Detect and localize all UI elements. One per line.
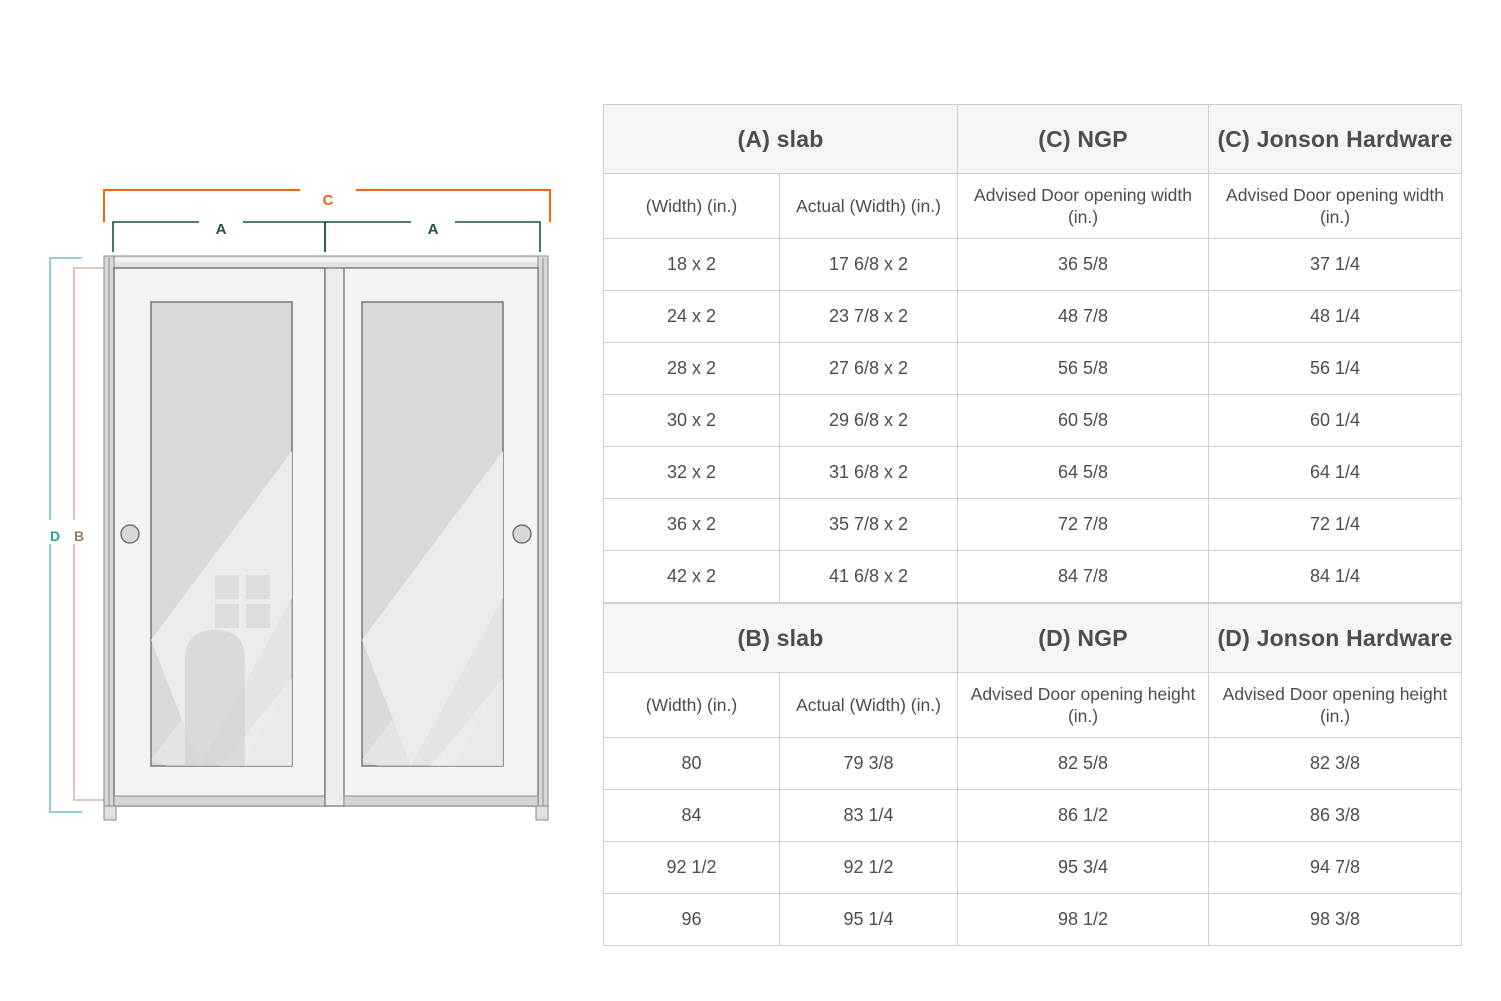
- subheader-width: (Width) (in.): [603, 173, 780, 239]
- subheader-advised-opening-height-jonson: Advised Door opening height (in.): [1208, 672, 1463, 738]
- subheader-actual-width: Actual (Width) (in.): [778, 672, 959, 738]
- table-row: 84 83 1/4 86 1/2 86 3/8: [603, 789, 1463, 842]
- dimension-label-d: D: [50, 528, 60, 544]
- cell-jonson-width: 37 1/4: [1208, 238, 1463, 291]
- cell-actual-width: 35 7/8 x 2: [778, 498, 959, 551]
- cell-width: 32 x 2: [603, 446, 780, 499]
- door-knob-left: [120, 524, 140, 544]
- cell-height: 80: [603, 737, 780, 790]
- cell-jonson-width: 56 1/4: [1208, 342, 1463, 395]
- dimension-label-c: C: [323, 192, 334, 209]
- cell-jonson-height: 82 3/8: [1208, 737, 1463, 790]
- cell-jonson-width: 84 1/4: [1208, 550, 1463, 603]
- cell-actual-height: 83 1/4: [778, 789, 959, 842]
- cell-height: 84: [603, 789, 780, 842]
- dimension-label-a-left: A: [216, 221, 227, 238]
- group-header-c-jonson-hardware: (C) Jonson Hardware: [1208, 104, 1463, 174]
- glass-highlight-right: [362, 450, 503, 766]
- cell-actual-width: 23 7/8 x 2: [778, 290, 959, 343]
- cell-ngp-width: 56 5/8: [957, 342, 1210, 395]
- subheader-advised-opening-height-ngp: Advised Door opening height (in.): [957, 672, 1210, 738]
- group-header-d-jonson-hardware: (D) Jonson Hardware: [1208, 603, 1463, 673]
- cell-height: 92 1/2: [603, 841, 780, 894]
- group-header-a-slab: (A) slab: [602, 104, 959, 174]
- cell-jonson-height: 98 3/8: [1208, 893, 1463, 946]
- dimension-bracket-a-right: [324, 215, 541, 252]
- dimension-bracket-c: [103, 183, 551, 222]
- dimension-bracket-b: [68, 267, 104, 801]
- cell-actual-height: 92 1/2: [778, 841, 959, 894]
- door-jamb-left: [103, 255, 115, 817]
- cell-jonson-height: 86 3/8: [1208, 789, 1463, 842]
- cell-width: 24 x 2: [603, 290, 780, 343]
- spec-tables-container: (A) slab (C) NGP (C) Jonson Hardware (Wi…: [602, 104, 1463, 946]
- dimension-label-b: B: [74, 528, 84, 544]
- cell-actual-width: 17 6/8 x 2: [778, 238, 959, 291]
- cell-ngp-height: 98 1/2: [957, 893, 1210, 946]
- cell-width: 36 x 2: [603, 498, 780, 551]
- cell-jonson-height: 94 7/8: [1208, 841, 1463, 894]
- table-row: 28 x 2 27 6/8 x 2 56 5/8 56 1/4: [603, 342, 1463, 395]
- cell-ngp-width: 60 5/8: [957, 394, 1210, 447]
- cell-actual-height: 79 3/8: [778, 737, 959, 790]
- table-row: 32 x 2 31 6/8 x 2 64 5/8 64 1/4: [603, 446, 1463, 499]
- subheader-advised-opening-width-jonson: Advised Door opening width (in.): [1208, 173, 1463, 239]
- width-table-subheader-row: (Width) (in.) Actual (Width) (in.) Advis…: [603, 173, 1463, 239]
- cell-jonson-width: 48 1/4: [1208, 290, 1463, 343]
- door-dimension-diagram: C A A D B: [43, 183, 551, 821]
- cell-width: 30 x 2: [603, 394, 780, 447]
- door-bottom-feet: [103, 805, 549, 821]
- cell-jonson-width: 72 1/4: [1208, 498, 1463, 551]
- table-row: 96 95 1/4 98 1/2 98 3/8: [603, 893, 1463, 946]
- table-row: 42 x 2 41 6/8 x 2 84 7/8 84 1/4: [603, 550, 1463, 603]
- table-row: 92 1/2 92 1/2 95 3/4 94 7/8: [603, 841, 1463, 894]
- cell-ngp-width: 72 7/8: [957, 498, 1210, 551]
- table-row: 30 x 2 29 6/8 x 2 60 5/8 60 1/4: [603, 394, 1463, 447]
- door-knob-right: [512, 524, 532, 544]
- width-spec-table: (A) slab (C) NGP (C) Jonson Hardware (Wi…: [602, 104, 1463, 603]
- cell-ngp-height: 82 5/8: [957, 737, 1210, 790]
- table-row: 24 x 2 23 7/8 x 2 48 7/8 48 1/4: [603, 290, 1463, 343]
- dimension-label-a-right: A: [428, 221, 439, 238]
- height-table-group-header-row: (B) slab (D) NGP (D) Jonson Hardware: [602, 603, 1463, 673]
- glass-highlight-left: [151, 450, 292, 766]
- group-header-c-ngp: (C) NGP: [957, 104, 1210, 174]
- door-panel-left: [113, 267, 326, 807]
- cell-actual-width: 27 6/8 x 2: [778, 342, 959, 395]
- door-panel-right: [324, 267, 539, 807]
- cell-height: 96: [603, 893, 780, 946]
- cell-actual-width: 31 6/8 x 2: [778, 446, 959, 499]
- door-track-rail: [103, 255, 549, 270]
- cell-jonson-width: 60 1/4: [1208, 394, 1463, 447]
- subheader-advised-opening-width-ngp: Advised Door opening width (in.): [957, 173, 1210, 239]
- cell-width: 42 x 2: [603, 550, 780, 603]
- subheader-width: (Width) (in.): [603, 672, 780, 738]
- height-spec-table: (B) slab (D) NGP (D) Jonson Hardware (Wi…: [602, 603, 1463, 946]
- cell-ngp-width: 36 5/8: [957, 238, 1210, 291]
- group-header-b-slab: (B) slab: [602, 603, 959, 673]
- cell-ngp-height: 95 3/4: [957, 841, 1210, 894]
- cell-ngp-height: 86 1/2: [957, 789, 1210, 842]
- width-table-group-header-row: (A) slab (C) NGP (C) Jonson Hardware: [602, 104, 1463, 174]
- width-table-body: 18 x 2 17 6/8 x 2 36 5/8 37 1/4 24 x 2 2…: [603, 238, 1463, 603]
- cell-ngp-width: 64 5/8: [957, 446, 1210, 499]
- cell-width: 28 x 2: [603, 342, 780, 395]
- cell-actual-width: 29 6/8 x 2: [778, 394, 959, 447]
- cell-ngp-width: 48 7/8: [957, 290, 1210, 343]
- height-table-subheader-row: (Width) (in.) Actual (Width) (in.) Advis…: [603, 672, 1463, 738]
- table-row: 80 79 3/8 82 5/8 82 3/8: [603, 737, 1463, 790]
- group-header-d-ngp: (D) NGP: [957, 603, 1210, 673]
- dimension-bracket-d: [43, 257, 82, 813]
- table-row: 18 x 2 17 6/8 x 2 36 5/8 37 1/4: [603, 238, 1463, 291]
- cell-actual-width: 41 6/8 x 2: [778, 550, 959, 603]
- cell-actual-height: 95 1/4: [778, 893, 959, 946]
- cell-ngp-width: 84 7/8: [957, 550, 1210, 603]
- cell-jonson-width: 64 1/4: [1208, 446, 1463, 499]
- cell-width: 18 x 2: [603, 238, 780, 291]
- height-table-body: 80 79 3/8 82 5/8 82 3/8 84 83 1/4 86 1/2…: [603, 737, 1463, 946]
- door-jamb-right: [537, 255, 549, 817]
- table-row: 36 x 2 35 7/8 x 2 72 7/8 72 1/4: [603, 498, 1463, 551]
- subheader-actual-width: Actual (Width) (in.): [778, 173, 959, 239]
